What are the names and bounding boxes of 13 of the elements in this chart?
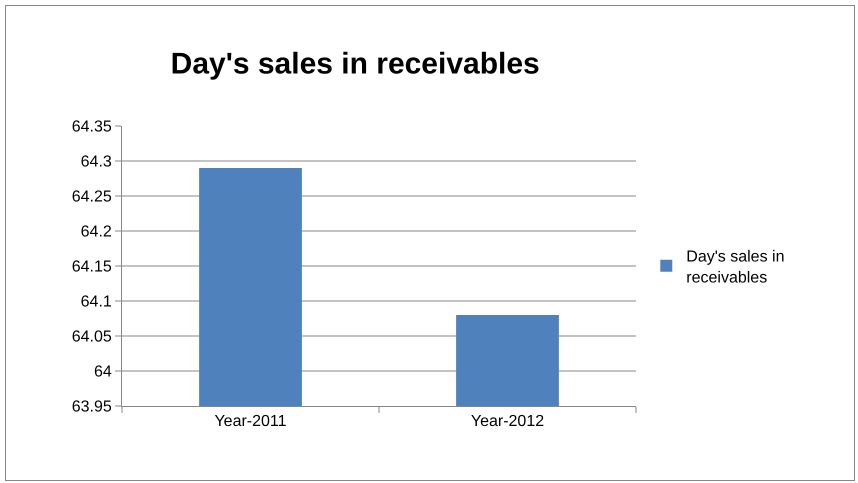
y-tick-label: 64 (94, 364, 112, 381)
y-tick-label: 63.95 (72, 398, 112, 416)
y-tick-label: 64.3 (80, 154, 112, 171)
chart-title: Day's sales in receivables (170, 47, 540, 80)
y-tick-label: 64.2 (80, 224, 112, 241)
x-tick-label: Year-2011 (214, 413, 287, 430)
y-tick-label: 64.05 (72, 328, 112, 346)
y-tick-label: 64.15 (72, 258, 112, 276)
x-tick-label: Year-2012 (470, 413, 544, 430)
y-tick-label: 64.1 (80, 294, 112, 311)
y-tick-label: 64.25 (72, 188, 112, 206)
y-tick-label: 64.35 (72, 118, 112, 136)
legend-label: Day's sales in receivables (686, 248, 784, 286)
